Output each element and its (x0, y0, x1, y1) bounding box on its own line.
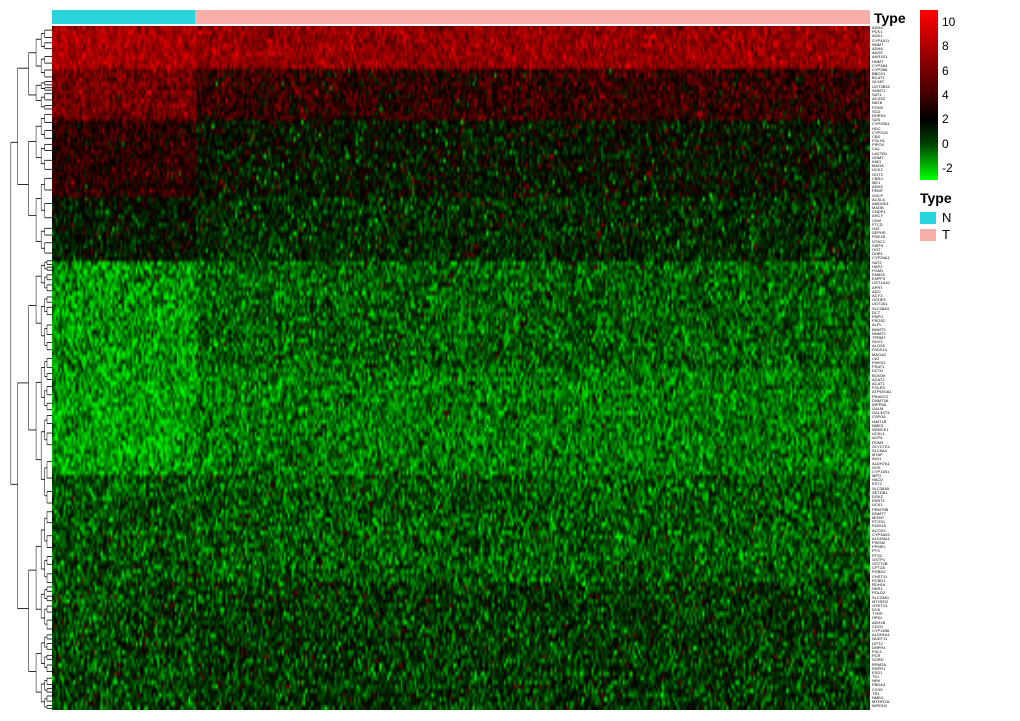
heatmap-main-column (52, 10, 870, 710)
colorbar-tick: 6 (942, 64, 949, 78)
colorbar-tick: 4 (942, 88, 949, 102)
heatmap-figure: Type ADH4PCK1AOX1CYP4A11NNMTADH6AASSAKR1… (10, 10, 1010, 710)
legend-swatch (920, 212, 936, 224)
colorbar: -2 0 2 4 6 8 10 (920, 10, 1010, 180)
type-legend-title: Type (920, 190, 1010, 206)
colorbar-tick: -2 (942, 161, 953, 175)
legend-label: N (942, 210, 951, 225)
colorbar-tick: 2 (942, 112, 949, 126)
legend-label: T (942, 227, 950, 242)
heatmap-matrix (52, 26, 870, 710)
row-label: IMPDH1 (872, 704, 910, 708)
row-dendrogram (10, 26, 52, 710)
legend-column: -2 0 2 4 6 8 10 Type NT (910, 10, 1010, 710)
colorbar-tick: 0 (942, 137, 949, 151)
column-annotation-bar (52, 10, 870, 24)
annotation-segment-N (52, 10, 195, 24)
colorbar-ticks: -2 0 2 4 6 8 10 (938, 10, 1010, 180)
colorbar-gradient (920, 10, 938, 180)
colorbar-tick: 8 (942, 39, 949, 53)
legend-swatch (920, 229, 936, 241)
row-labels: ADH4PCK1AOX1CYP4A11NNMTADH6AASSAKR1D1HNM… (870, 26, 910, 710)
type-legend: Type NT (920, 190, 1010, 244)
row-dendrogram-column (10, 10, 52, 710)
annotation-segment-T (195, 10, 870, 24)
type-legend-item-T: T (920, 227, 1010, 242)
row-labels-column: Type ADH4PCK1AOX1CYP4A11NNMTADH6AASSAKR1… (870, 10, 910, 710)
type-legend-item-N: N (920, 210, 1010, 225)
colorbar-tick: 10 (942, 15, 955, 29)
annotation-title: Type (870, 10, 910, 26)
